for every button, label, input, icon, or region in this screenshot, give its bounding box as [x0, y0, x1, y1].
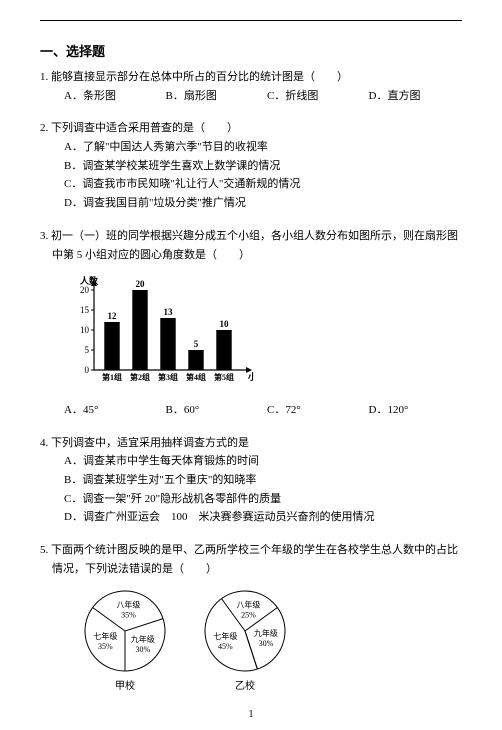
q1-option-d: D．直方图 [369, 87, 463, 106]
svg-text:5: 5 [194, 339, 199, 349]
svg-text:小组: 小组 [247, 371, 254, 382]
svg-text:30%: 30% [259, 639, 274, 648]
top-rule [40, 20, 462, 21]
svg-text:七年级: 七年级 [93, 631, 117, 641]
svg-text:5: 5 [85, 345, 90, 355]
svg-text:第4组: 第4组 [186, 372, 206, 382]
svg-text:第2组: 第2组 [130, 372, 150, 382]
q2-option-c: C．调查我市市民知晓"礼让行人"交通新规的情况 [64, 175, 462, 194]
q1-option-b: B．扇形图 [166, 87, 260, 106]
pie-2-caption: 乙校 [235, 678, 255, 695]
svg-text:10: 10 [220, 319, 230, 329]
q1-option-c: C．折线图 [267, 87, 361, 106]
svg-text:35%: 35% [98, 642, 113, 651]
svg-text:10: 10 [80, 325, 90, 335]
q1-option-a: A．条形图 [64, 87, 158, 106]
q4-options: A．调查某市中学生每天体育锻炼的时间 B．调查某班学生对"五个重庆"的知晓率 C… [40, 452, 462, 527]
svg-text:45%: 45% [218, 642, 233, 651]
svg-text:九年级: 九年级 [254, 628, 278, 638]
pie-chart-1-svg: 七年级35%八年级35%九年级30% [80, 586, 170, 676]
document-page: 一、选择题 1. 能够直接显示部分在总体中所占的百分比的统计图是（ ） A．条形… [0, 0, 502, 730]
svg-text:七年级: 七年级 [213, 631, 237, 641]
question-2: 2. 下列调查中适合采用普查的是（ ） A．了解"中国达人秀第六季"节目的收视率… [40, 119, 462, 212]
q5-pie-charts: 七年级35%八年级35%九年级30% 甲校 七年级45%八年级25%九年级30%… [40, 586, 462, 695]
q2-stem: 2. 下列调查中适合采用普查的是（ ） [40, 119, 462, 138]
q4-option-a: A．调查某市中学生每天体育锻炼的时间 [64, 452, 462, 471]
svg-text:第5组: 第5组 [214, 372, 234, 382]
q1-stem: 1. 能够直接显示部分在总体中所占的百分比的统计图是（ ） [40, 68, 462, 87]
q4-option-c: C．调查一架"歼 20"隐形战机各零部件的质量 [64, 490, 462, 509]
pie-2-block: 七年级45% 八年级25% 九年级30% 乙校 [200, 586, 290, 695]
svg-text:八年级: 八年级 [236, 600, 260, 610]
svg-text:九年级: 九年级 [131, 634, 155, 644]
q4-stem: 4. 下列调查中，适宜采用抽样调查方式的是 [40, 434, 462, 453]
pie-chart-2-svg: 七年级45% 八年级25% 九年级30% [200, 586, 290, 676]
svg-text:12: 12 [108, 311, 118, 321]
page-number: 1 [40, 709, 462, 720]
q3-option-d: D．120° [369, 401, 463, 420]
svg-text:第3组: 第3组 [158, 372, 178, 382]
section-title: 一、选择题 [40, 41, 462, 60]
pie-1-caption: 甲校 [115, 678, 135, 695]
question-1: 1. 能够直接显示部分在总体中所占的百分比的统计图是（ ） A．条形图 B．扇形… [40, 68, 462, 105]
svg-text:20: 20 [80, 285, 90, 295]
pie-1-block: 七年级35%八年级35%九年级30% 甲校 [80, 586, 170, 695]
q4-option-d: D．调查广州亚运会 100 米决赛参赛运动员兴奋剂的使用情况 [64, 508, 462, 527]
bar-chart-svg: 人数0510152012第1组20第2组13第3组5第4组10第5组小组 [64, 270, 254, 388]
svg-text:30%: 30% [135, 645, 150, 654]
question-3: 3. 初一（一）班的同学根据兴趣分成五个小组，各小组人数分布如图所示，则在扇形图… [40, 227, 462, 420]
svg-text:35%: 35% [121, 611, 136, 620]
q3-options: A．45° B．60° C．72° D．120° [40, 401, 462, 420]
q3-stem: 3. 初一（一）班的同学根据兴趣分成五个小组，各小组人数分布如图所示，则在扇形图… [40, 227, 462, 264]
question-4: 4. 下列调查中，适宜采用抽样调查方式的是 A．调查某市中学生每天体育锻炼的时间… [40, 434, 462, 527]
question-5: 5. 下面两个统计图反映的是甲、乙两所学校三个年级的学生在各校学生总人数中的占比… [40, 541, 462, 695]
svg-text:13: 13 [164, 307, 174, 317]
svg-text:八年级: 八年级 [116, 600, 140, 610]
q3-option-b: B．60° [166, 401, 260, 420]
svg-text:25%: 25% [241, 611, 256, 620]
q3-bar-chart: 人数0510152012第1组20第2组13第3组5第4组10第5组小组 [40, 270, 462, 395]
q2-option-b: B．调查某学校某班学生喜欢上数学课的情况 [64, 157, 462, 176]
q2-option-d: D．调查我国目前"垃圾分类"推广情况 [64, 194, 462, 213]
q3-option-c: C．72° [267, 401, 361, 420]
svg-text:0: 0 [85, 365, 90, 375]
q3-option-a: A．45° [64, 401, 158, 420]
svg-text:第1组: 第1组 [102, 372, 122, 382]
q4-option-b: B．调查某班学生对"五个重庆"的知晓率 [64, 471, 462, 490]
svg-text:15: 15 [80, 305, 90, 315]
q2-options: A．了解"中国达人秀第六季"节目的收视率 B．调查某学校某班学生喜欢上数学课的情… [40, 138, 462, 213]
q2-option-a: A．了解"中国达人秀第六季"节目的收视率 [64, 138, 462, 157]
q1-options: A．条形图 B．扇形图 C．折线图 D．直方图 [40, 87, 462, 106]
q5-stem: 5. 下面两个统计图反映的是甲、乙两所学校三个年级的学生在各校学生总人数中的占比… [40, 541, 462, 578]
svg-text:20: 20 [136, 279, 146, 289]
